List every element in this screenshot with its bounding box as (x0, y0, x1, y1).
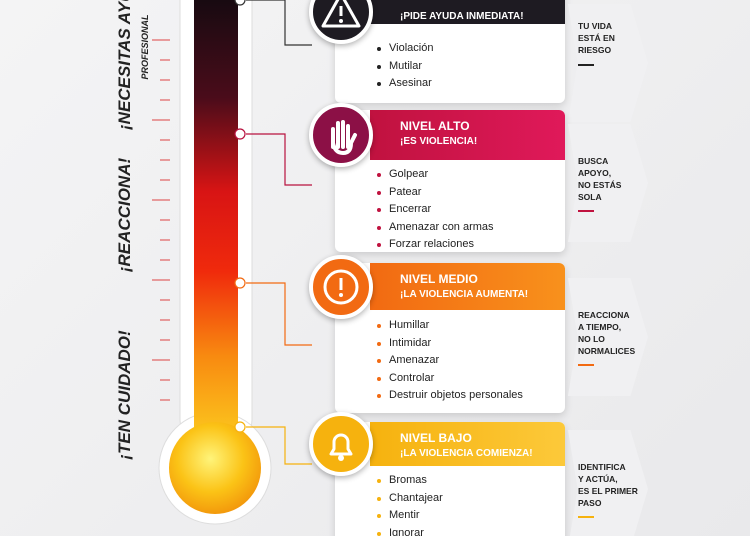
level-header: NIVEL ALTO ¡ES VIOLENCIA! (370, 110, 565, 160)
list-item: Chantajear (377, 492, 559, 505)
note-line: ESTÁ EN (578, 33, 615, 43)
level-icon (309, 412, 373, 476)
note-line: IDENTIFICA (578, 462, 626, 472)
note-dash (578, 364, 594, 366)
level-subtitle: ¡PIDE AYUDA INMEDIATA! (400, 11, 524, 22)
list-item: Mutilar (377, 60, 559, 73)
note-line: PASO (578, 498, 602, 508)
note-line: Y ACTÚA, (578, 474, 618, 484)
note-text: REACCIONA A TIEMPO, NO LO NORMALICES (578, 309, 635, 357)
note-line: NO ESTÁS (578, 180, 622, 190)
note-dash (578, 210, 594, 212)
note-text: BUSCA APOYO, NO ESTÁS SOLA (578, 155, 621, 203)
list-item: Mentir (377, 509, 559, 522)
side-label: ¡TEN CUIDADO! (115, 330, 134, 460)
list-item: Intimidar (377, 337, 559, 350)
level-title: NIVEL MEDIO (400, 272, 478, 286)
list-item: Amenazar (377, 354, 559, 367)
side-label: PROFESIONAL (140, 14, 150, 80)
note-line: TU VIDA (578, 21, 612, 31)
icon (331, 120, 357, 156)
side-label: ¡NECESITAS AYUDA (115, 0, 134, 130)
list-item: Patear (377, 186, 559, 199)
item-list: BromasChantajearMentirIgnorarCelos (377, 474, 559, 536)
icon (329, 433, 353, 461)
note-dash (578, 516, 594, 518)
list-item: Controlar (377, 372, 559, 385)
level-icon (309, 0, 373, 44)
level-subtitle: ¡LA VIOLENCIA COMIENZA! (400, 448, 533, 459)
note-panel: IDENTIFICA Y ACTÚA, ES EL PRIMER PASO (568, 430, 648, 536)
level-header: NIVEL MEDIO ¡LA VIOLENCIA AUMENTA! (370, 263, 565, 310)
list-item: Asesinar (377, 77, 559, 90)
note-line: ES EL PRIMER (578, 486, 638, 496)
level-icon (309, 254, 373, 319)
note-text: TU VIDA ESTÁ EN RIESGO (578, 20, 615, 56)
list-item: Humillar (377, 319, 559, 332)
note-text: IDENTIFICA Y ACTÚA, ES EL PRIMER PASO (578, 461, 638, 509)
list-item: Amenazar con armas (377, 221, 559, 234)
list-item: Destruir objetos personales (377, 389, 559, 402)
list-item: Forzar relaciones (377, 238, 559, 251)
note-panel: TU VIDA ESTÁ EN RIESGO (568, 4, 648, 122)
list-item: Violación (377, 42, 559, 55)
level-icon (309, 103, 373, 167)
note-line: APOYO, (578, 168, 612, 178)
note-panel: BUSCA APOYO, NO ESTÁS SOLA (568, 124, 648, 242)
item-list: Violación Mutilar Asesinar (377, 42, 559, 95)
level-title: NIVEL ALTO (400, 119, 470, 133)
level-card: ¡PIDE AYUDA INMEDIATA! Violación Mutilar As… (309, 0, 565, 103)
list-item: Encerrar (377, 203, 559, 216)
level-subtitle: ¡ES VIOLENCIA! (400, 136, 478, 147)
note-line: A TIEMPO, (578, 322, 622, 332)
note-dash (578, 64, 594, 66)
item-list: Golpear Patear Encerrar Amenazar con armas F… (377, 168, 559, 256)
note-line: NORMALICES (578, 346, 636, 356)
note-line: BUSCA (578, 156, 609, 166)
icon (321, 0, 361, 28)
note-line: SOLA (578, 192, 602, 202)
icon (323, 269, 359, 304)
level-subtitle: ¡LA VIOLENCIA AUMENTA! (400, 289, 529, 300)
note-line: NO LO (578, 334, 605, 344)
level-card: NIVEL ALTO ¡ES VIOLENCIA! Golpear Patear Enc… (309, 103, 565, 252)
level-header: ¡PIDE AYUDA INMEDIATA! (370, 0, 565, 24)
list-item: Golpear (377, 168, 559, 181)
note-line: RIESGO (578, 45, 612, 55)
list-item: Bromas (377, 474, 559, 487)
note-panel: REACCIONA A TIEMPO, NO LO NORMALICES (568, 278, 648, 396)
level-card: NIVEL MEDIO ¡LA VIOLENCIA AUMENTA! Humilla… (309, 254, 565, 413)
item-list: Humillar Intimidar Amenazar Controlar Destru… (377, 319, 559, 407)
note-line: REACCIONA (578, 310, 630, 320)
level-card: NIVEL BAJO ¡LA VIOLENCIA COMIENZA! Bromas C… (309, 412, 565, 536)
list-item: Ignorar (377, 527, 559, 536)
level-title: NIVEL BAJO (400, 431, 472, 445)
side-label: ¡REACCIONA! (115, 157, 134, 273)
level-header: NIVEL BAJO ¡LA VIOLENCIA COMIENZA! (370, 422, 565, 466)
